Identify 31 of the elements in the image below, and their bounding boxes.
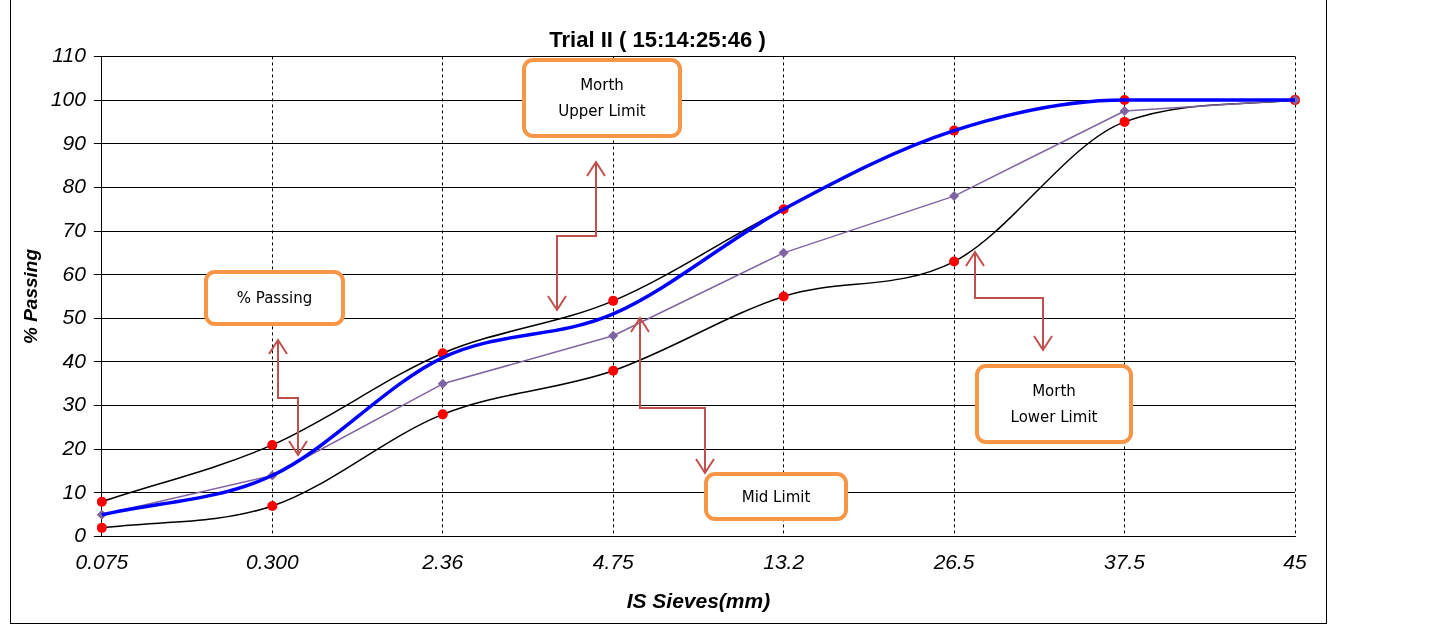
x-tick-label: 45 bbox=[1283, 550, 1307, 574]
y-tick-label: 60 bbox=[62, 261, 87, 285]
chart-title: Trial II ( 15:14:25:46 ) bbox=[549, 27, 766, 53]
y-tick-label: 80 bbox=[62, 174, 87, 198]
y-tick-label: 100 bbox=[50, 86, 87, 110]
annotation: Morth Lower Limit bbox=[1010, 382, 1098, 426]
x-tick-label: 26.5 bbox=[932, 550, 975, 574]
annotation: % Passing bbox=[236, 289, 313, 307]
y-tick-label: 90 bbox=[62, 130, 87, 154]
callout-box: Morth Lower Limit bbox=[975, 364, 1133, 444]
y-axis-title: % Passing bbox=[19, 248, 41, 345]
x-axis-title: IS Sieves(mm) bbox=[626, 589, 771, 613]
y-tick-label: 0 bbox=[74, 523, 87, 547]
y-tick-label: 30 bbox=[62, 392, 87, 416]
x-tick-label: 37.5 bbox=[1104, 550, 1146, 574]
x-tick-label: 2.36 bbox=[421, 550, 464, 574]
y-tick-label: 70 bbox=[62, 217, 87, 241]
y-tick-label: 40 bbox=[62, 348, 87, 372]
x-tick-label: 0.075 bbox=[75, 550, 129, 574]
y-tick-label: 50 bbox=[62, 305, 87, 329]
annotation: Morth Upper Limit bbox=[558, 76, 646, 120]
callout-box: % Passing bbox=[204, 270, 345, 326]
callout-box: Morth Upper Limit bbox=[522, 58, 682, 138]
y-tick-label: 110 bbox=[52, 43, 87, 67]
y-tick-label: 10 bbox=[62, 479, 87, 503]
y-tick-label: 20 bbox=[61, 436, 87, 460]
x-tick-label: 13.2 bbox=[763, 550, 805, 574]
annotation: Mid Limit bbox=[741, 487, 811, 506]
x-tick-label: 4.75 bbox=[592, 550, 634, 574]
callout-box: Mid Limit bbox=[704, 472, 848, 521]
x-tick-label: 0.300 bbox=[246, 550, 299, 574]
